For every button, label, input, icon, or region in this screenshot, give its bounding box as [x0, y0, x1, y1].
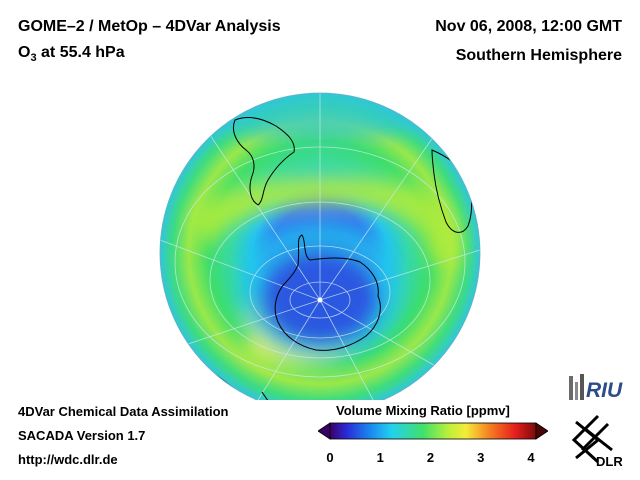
timestamp: Nov 06, 2008, 12:00 GMT: [435, 18, 622, 35]
colorbar-scale: [329, 422, 537, 440]
riu-logo-text: RIU: [586, 379, 623, 402]
south-pole-marker: [317, 297, 323, 303]
colorbar-tick-label: 4: [527, 450, 535, 465]
antarctica-coast: [274, 234, 381, 351]
riu-logo: RIU: [569, 374, 623, 402]
hemisphere-label: Southern Hemisphere: [455, 47, 622, 64]
colorbar-title: Volume Mixing Ratio [ppmv]: [336, 403, 510, 418]
graticule: [160, 93, 480, 400]
species-prefix: O: [18, 44, 31, 61]
colorbar-tick-label: 0: [326, 450, 334, 465]
map-subtitle: O3 at 55.4 hPa: [18, 44, 125, 64]
pressure-level: at 55.4 hPa: [36, 44, 125, 61]
south-america-coast: [232, 117, 295, 206]
colorbar: [318, 422, 548, 440]
globe-rim: [159, 92, 481, 400]
colorbar-tick-label: 3: [477, 450, 485, 465]
footer-line1: 4DVar Chemical Data Assimilation: [18, 404, 229, 419]
colorbar-tick-label: 2: [426, 450, 435, 465]
dlr-logo: DLR: [571, 414, 623, 469]
dlr-logo-text: DLR: [596, 454, 623, 469]
globe-map: [159, 92, 481, 400]
midlatitude-band: [190, 175, 462, 270]
colorbar-left-arrow: [318, 422, 331, 440]
colorbar-tick-label: 1: [376, 450, 384, 465]
colorbar-right-arrow: [535, 422, 548, 440]
map-title: GOME–2 / MetOp – 4DVar Analysis: [18, 18, 281, 35]
species-subscript: 3: [30, 52, 37, 65]
new-zealand-coast: [261, 391, 276, 400]
footer-url: http://wdc.dlr.de: [18, 452, 118, 467]
footer-line2: SACADA Version 1.7: [18, 428, 146, 443]
